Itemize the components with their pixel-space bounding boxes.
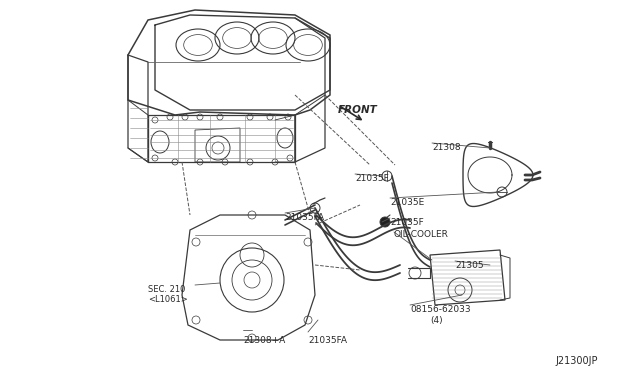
Text: 21308: 21308 <box>432 143 461 152</box>
Text: <L1061>: <L1061> <box>148 295 188 304</box>
Text: FRONT: FRONT <box>338 105 378 115</box>
Text: OIL-COOLER: OIL-COOLER <box>394 230 449 239</box>
Text: 21035FA: 21035FA <box>285 213 324 222</box>
Text: 21035FA: 21035FA <box>308 336 347 345</box>
Circle shape <box>380 217 390 227</box>
Text: (4): (4) <box>430 316 443 325</box>
Text: J21300JP: J21300JP <box>555 356 598 366</box>
Text: 21035E: 21035E <box>390 198 424 207</box>
Text: 08156-62033: 08156-62033 <box>410 305 470 314</box>
Text: 21308+A: 21308+A <box>243 336 285 345</box>
Text: 21305: 21305 <box>455 261 484 270</box>
Text: 21035F: 21035F <box>390 218 424 227</box>
Text: SEC. 210: SEC. 210 <box>148 285 186 294</box>
Text: 21035F: 21035F <box>355 174 388 183</box>
